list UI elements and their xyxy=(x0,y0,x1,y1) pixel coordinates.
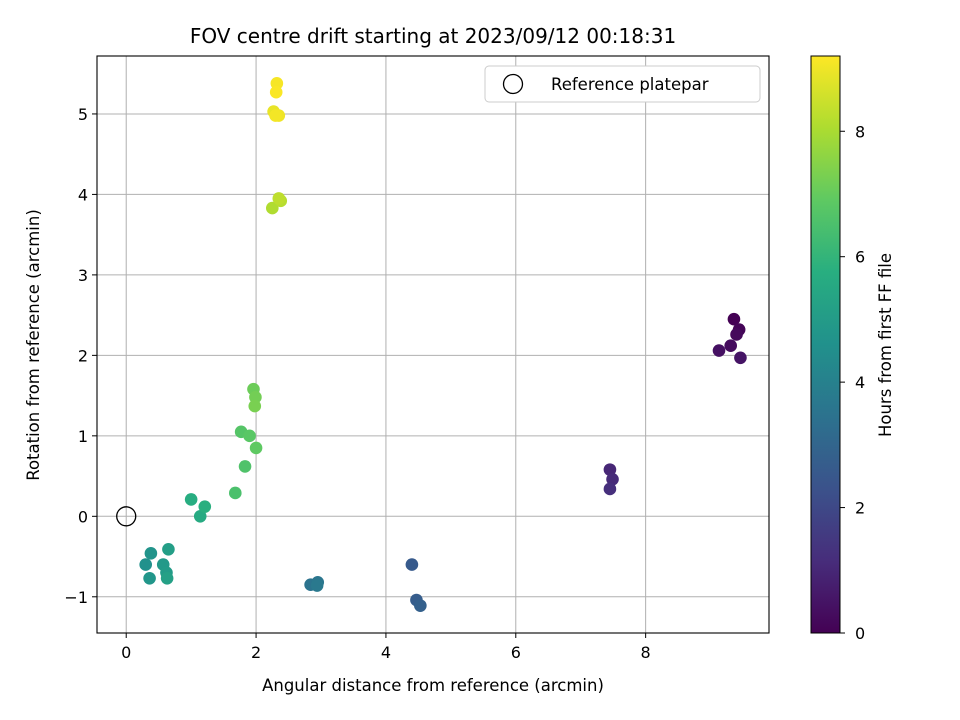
legend-entry-reference-platepar: Reference platepar xyxy=(551,75,709,94)
data-point xyxy=(727,312,741,326)
colorbar-gradient xyxy=(810,55,841,634)
data-point xyxy=(249,441,263,455)
y-axis-ticks: −1 0 1 2 3 4 5 xyxy=(64,105,97,607)
colorbar-tick-label: 8 xyxy=(855,122,865,141)
data-point xyxy=(238,460,252,473)
plot-frame xyxy=(96,55,770,634)
x-tick-label: 2 xyxy=(251,643,261,662)
reference-platepar-marker xyxy=(116,506,137,527)
data-point xyxy=(160,571,174,585)
colorbar-label: Hours from first FF file xyxy=(876,253,895,437)
x-tick-label: 6 xyxy=(511,643,521,662)
colorbar: 0 2 4 6 8 Hours from first FF file xyxy=(810,55,895,643)
y-tick-label: 0 xyxy=(78,507,88,526)
data-point xyxy=(405,558,419,571)
legend: Reference platepar xyxy=(484,65,761,103)
data-points xyxy=(139,77,747,612)
data-point xyxy=(414,599,427,612)
data-point xyxy=(269,85,283,99)
data-point xyxy=(310,579,324,592)
data-point xyxy=(724,339,737,353)
data-point xyxy=(730,328,743,341)
chart-title: FOV centre drift starting at 2023/09/12 … xyxy=(190,24,676,48)
y-tick-label: 5 xyxy=(78,105,88,124)
y-tick-label: 1 xyxy=(78,427,88,446)
colorbar-tick-label: 6 xyxy=(855,248,865,267)
data-point xyxy=(734,351,747,365)
colorbar-tick-label: 4 xyxy=(855,373,865,392)
data-point xyxy=(162,543,175,556)
data-point xyxy=(248,399,262,413)
y-axis-label: Rotation from reference (arcmin) xyxy=(24,209,43,481)
y-tick-label: 4 xyxy=(78,185,88,204)
data-point xyxy=(603,482,617,496)
data-point xyxy=(144,547,158,560)
data-point xyxy=(139,558,152,571)
data-point xyxy=(143,571,156,585)
data-point xyxy=(198,500,212,513)
x-axis-ticks: 0 2 4 6 8 xyxy=(121,633,651,662)
x-tick-label: 4 xyxy=(381,643,391,662)
colorbar-tick-label: 2 xyxy=(855,499,865,518)
x-axis-label: Angular distance from reference (arcmin) xyxy=(262,676,604,695)
data-point xyxy=(266,201,279,215)
data-point xyxy=(228,486,242,500)
grid xyxy=(97,56,769,633)
data-point xyxy=(712,344,726,357)
x-tick-label: 0 xyxy=(121,643,131,662)
data-point xyxy=(606,472,619,486)
legend-box xyxy=(484,65,761,103)
data-point xyxy=(193,510,207,523)
reference-marker-layer xyxy=(116,506,137,527)
y-tick-label: 2 xyxy=(78,346,88,365)
colorbar-ticks: 0 2 4 6 8 xyxy=(840,122,865,643)
y-tick-label: 3 xyxy=(78,266,88,285)
data-point xyxy=(603,463,617,476)
data-point xyxy=(184,493,198,506)
colorbar-tick-label: 0 xyxy=(855,624,865,643)
data-point xyxy=(269,109,282,122)
x-tick-label: 8 xyxy=(641,643,651,662)
y-tick-label: −1 xyxy=(64,588,88,607)
data-point xyxy=(243,429,256,443)
data-point xyxy=(272,192,286,205)
legend-reference-marker xyxy=(502,73,524,95)
